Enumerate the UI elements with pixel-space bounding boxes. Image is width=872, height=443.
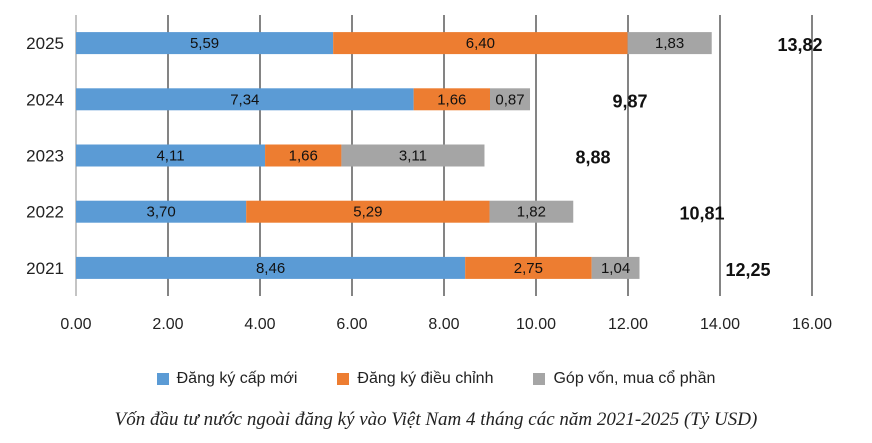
segment-data-label: 1,83 bbox=[655, 35, 684, 52]
legend-swatch-new bbox=[156, 373, 169, 385]
bar-segment bbox=[465, 256, 592, 279]
x-tick-label: 10.00 bbox=[516, 316, 556, 333]
segment-data-label: 6,40 bbox=[466, 35, 495, 52]
bar-segment bbox=[489, 200, 574, 223]
bar-segment bbox=[265, 144, 342, 167]
x-tick-label: 0.00 bbox=[60, 316, 91, 333]
x-tick-label: 16.00 bbox=[792, 316, 832, 333]
segment-data-label: 5,59 bbox=[190, 35, 219, 52]
segment-data-label: 8,46 bbox=[256, 260, 285, 277]
y-tick-label: 2024 bbox=[26, 90, 64, 109]
legend-label-adjust: Đăng ký điều chỉnh bbox=[357, 370, 494, 387]
x-tick-label: 2.00 bbox=[152, 316, 183, 333]
y-tick-label: 2021 bbox=[26, 259, 64, 278]
segment-data-label: 7,34 bbox=[230, 91, 259, 108]
total-data-label: 8,88 bbox=[575, 148, 610, 168]
y-tick-label: 2023 bbox=[26, 147, 64, 166]
bar-segment bbox=[333, 32, 628, 55]
total-data-label: 12,25 bbox=[725, 260, 770, 280]
y-tick-label: 2025 bbox=[26, 34, 64, 53]
segment-labels: 5,59 6,40 1,83 7,34 1,66 0,87 4,11 1,66 3,11 3,70… bbox=[146, 35, 684, 277]
bars bbox=[76, 32, 712, 279]
bar-chart: 2025 2024 2023 2022 2021 0.00 2.00 4.00 6.00 8.0… bbox=[26, 15, 832, 333]
y-axis-ticks: 2025 2024 2023 2022 2021 bbox=[26, 34, 64, 278]
x-tick-label: 8.00 bbox=[428, 316, 459, 333]
x-axis-ticks: 0.00 2.00 4.00 6.00 8.00 10.00 12.00 14.00 16.00 bbox=[60, 316, 832, 333]
segment-data-label: 2,75 bbox=[514, 260, 543, 277]
total-labels: 13,82 9,87 8,88 10,81 12,25 bbox=[575, 35, 822, 280]
bar-segment bbox=[76, 200, 247, 223]
legend-label-new: Đăng ký cấp mới bbox=[176, 370, 298, 387]
legend-item-adjust: Đăng ký điều chỉnh bbox=[337, 370, 493, 388]
bar-segment bbox=[76, 144, 266, 167]
segment-data-label: 5,29 bbox=[353, 204, 382, 221]
segment-data-label: 1,66 bbox=[437, 91, 466, 108]
segment-data-label: 4,11 bbox=[156, 148, 184, 165]
x-tick-label: 4.00 bbox=[244, 316, 275, 333]
bar-segment bbox=[76, 88, 414, 111]
segment-data-label: 3,70 bbox=[146, 204, 175, 221]
total-data-label: 10,81 bbox=[679, 204, 724, 224]
bar-segment bbox=[341, 144, 485, 167]
legend-label-capital: Góp vốn, mua cổ phần bbox=[553, 370, 716, 387]
segment-data-label: 3,11 bbox=[399, 148, 427, 165]
x-tick-label: 12.00 bbox=[608, 316, 648, 333]
chart-caption: Vốn đầu tư nước ngoài đăng ký vào Việt N… bbox=[114, 409, 758, 430]
y-tick-label: 2022 bbox=[26, 203, 64, 222]
bar-segment bbox=[627, 32, 712, 55]
legend: Đăng ký cấp mới Đăng ký điều chỉnh Góp v… bbox=[0, 370, 872, 388]
segment-data-label: 1,04 bbox=[601, 260, 630, 277]
bar-segment bbox=[76, 256, 466, 279]
x-tick-label: 14.00 bbox=[700, 316, 740, 333]
legend-swatch-adjust bbox=[337, 373, 350, 385]
x-tick-label: 6.00 bbox=[336, 316, 367, 333]
bar-segment bbox=[76, 32, 334, 55]
bar-segment bbox=[413, 88, 490, 111]
segment-data-label: 1,66 bbox=[289, 148, 318, 165]
legend-item-capital: Góp vốn, mua cổ phần bbox=[533, 370, 715, 388]
bar-segment bbox=[490, 88, 531, 111]
bar-segment bbox=[246, 200, 490, 223]
segment-data-label: 1,82 bbox=[517, 204, 546, 221]
bar-segment bbox=[591, 256, 640, 279]
segment-data-label: 0,87 bbox=[495, 91, 524, 108]
legend-item-new: Đăng ký cấp mới bbox=[156, 370, 298, 388]
legend-swatch-capital bbox=[533, 373, 546, 385]
total-data-label: 9,87 bbox=[612, 91, 647, 111]
total-data-label: 13,82 bbox=[777, 35, 822, 55]
